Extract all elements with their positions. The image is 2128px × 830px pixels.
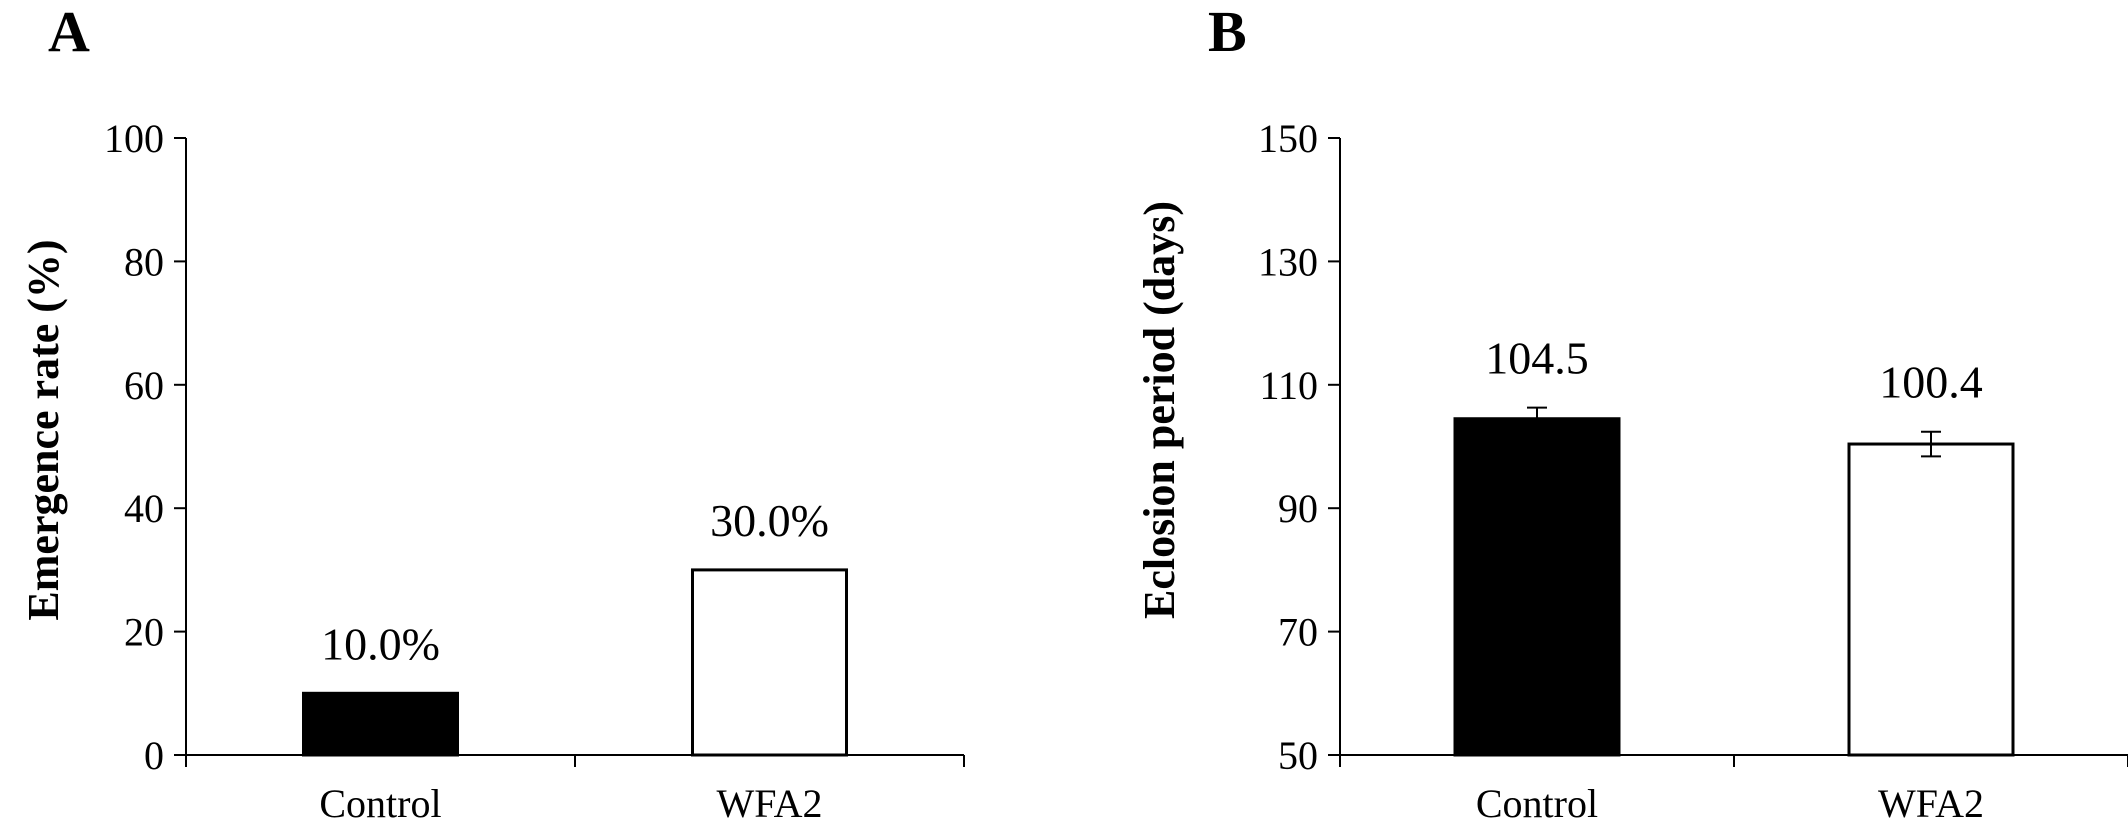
y-axis-title-a: Emergence rate (%): [19, 239, 68, 620]
y-tick-label-a: 80: [124, 239, 164, 284]
chart-a-svg: 0 20 40 60 80 100 10.0% Control 30.0% WFA2 Emergen…: [19, 116, 965, 826]
y-tick-label-b: 110: [1259, 363, 1318, 408]
y-tick-label-a: 40: [124, 486, 164, 531]
y-axis-title-b: Eclosion period (days): [1135, 201, 1184, 619]
y-tick-label-b: 90: [1278, 486, 1318, 531]
bar-a-wfa2: [691, 568, 848, 757]
y-tick-label-b: 150: [1258, 116, 1318, 161]
y-tick-label-a: 0: [144, 733, 164, 778]
data-label-a-control: 10.0%: [321, 618, 440, 669]
y-tick-label-b: 130: [1258, 239, 1318, 284]
y-tick-label-b: 70: [1278, 610, 1318, 655]
bar-b-control: [1453, 417, 1621, 757]
data-label-b-wfa2: 100.4: [1879, 357, 1983, 408]
chart-panel-a: A 0 20 40 60 80 100 10.0% Control 30.0% WFA2 Emerg…: [19, 0, 965, 826]
y-tick-label-b: 50: [1278, 733, 1318, 778]
x-category-label-b-control: Control: [1476, 781, 1598, 826]
y-tick-label-a: 60: [124, 363, 164, 408]
x-category-label-a-wfa2: WFA2: [717, 781, 823, 826]
y-tick-label-a: 100: [104, 116, 164, 161]
panel-label-a: A: [48, 0, 90, 64]
x-category-label-b-wfa2: WFA2: [1878, 781, 1984, 826]
data-label-b-control: 104.5: [1485, 333, 1589, 384]
chart-panel-b: B 50 70 90 110 130 150 104.5 Control 100.4 WFA2 Ec…: [1064, 0, 2128, 830]
x-category-label-a-control: Control: [319, 781, 441, 826]
y-tick-label-a: 20: [124, 610, 164, 655]
data-label-a-wfa2: 30.0%: [710, 495, 829, 546]
bar-a-control: [302, 691, 459, 757]
bar-b-wfa2: [1847, 442, 2015, 757]
chart-b-svg: 50 70 90 110 130 150 104.5 Control 100.4 WFA2 Eclo…: [1135, 116, 2128, 826]
panel-label-b: B: [1208, 0, 1247, 64]
